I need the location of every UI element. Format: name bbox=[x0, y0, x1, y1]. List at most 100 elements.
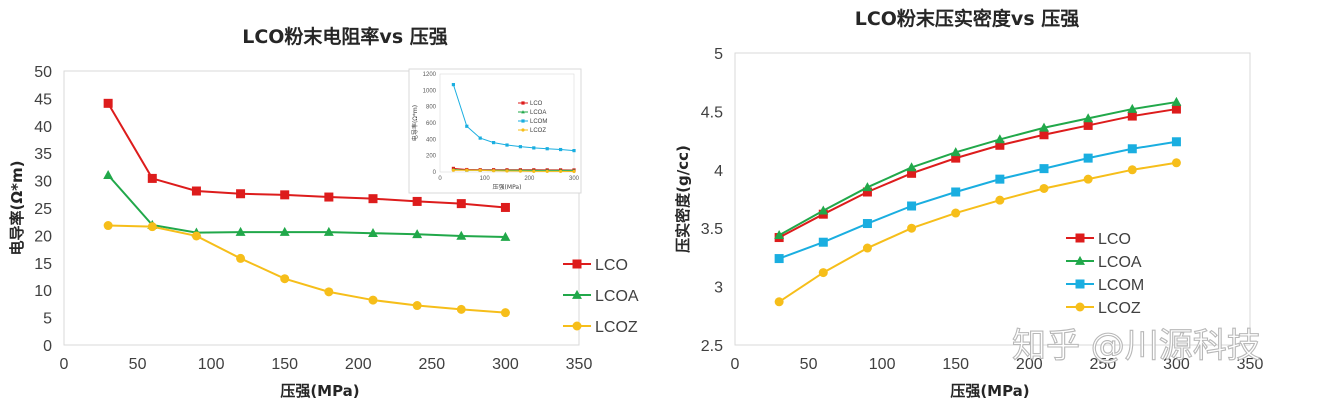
legend-marker-lcom bbox=[521, 119, 525, 123]
data-point-lcoz bbox=[951, 208, 961, 218]
data-point-lcoz bbox=[1083, 174, 1093, 184]
data-point-lcoa bbox=[103, 169, 114, 179]
y-tick-label: 35 bbox=[34, 146, 52, 163]
y-tick-label: 3.5 bbox=[701, 221, 723, 238]
data-point-lco bbox=[191, 186, 201, 196]
data-point-lcoz bbox=[500, 308, 510, 318]
y-tick-label: 4 bbox=[714, 163, 723, 180]
data-point-lco bbox=[1083, 120, 1093, 130]
series-line-lcoz bbox=[108, 224, 506, 314]
y-tick-label: 3 bbox=[714, 280, 723, 297]
y-tick-label: 5 bbox=[714, 46, 723, 63]
data-point-lcom bbox=[465, 124, 469, 128]
y-tick-label: 25 bbox=[34, 201, 52, 218]
series-lcom bbox=[451, 83, 576, 153]
data-point-lco bbox=[147, 173, 157, 183]
data-point-lco bbox=[280, 190, 290, 200]
data-point-lcoz bbox=[862, 243, 872, 253]
inset-y-axis-label: 电导率(Ω*m) bbox=[411, 105, 419, 141]
data-point-lco bbox=[951, 153, 961, 163]
data-point-lcoz bbox=[103, 221, 113, 231]
legend-label-lcom: LCOM bbox=[530, 119, 547, 125]
series-line-lcoa bbox=[778, 101, 1177, 237]
inset-frame bbox=[408, 68, 582, 194]
x-tick-label: 350 bbox=[1237, 356, 1264, 373]
data-point-lcoz bbox=[545, 169, 549, 174]
legend-marker-lcoa bbox=[521, 110, 525, 114]
legend-label-lcoz: LCOZ bbox=[530, 128, 546, 134]
series-lcoz bbox=[451, 168, 576, 174]
y-tick-label: 200 bbox=[426, 154, 437, 160]
x-tick-label: 100 bbox=[869, 356, 896, 373]
x-tick-label: 350 bbox=[566, 356, 593, 373]
chart-title: LCO粉末电阻率vs 压强 bbox=[242, 25, 448, 48]
x-tick-label: 0 bbox=[438, 176, 442, 182]
data-point-lco bbox=[1171, 104, 1181, 114]
y-tick-label: 4.5 bbox=[701, 104, 723, 121]
data-point-lco bbox=[1039, 130, 1049, 140]
series-line-lcoz bbox=[778, 161, 1177, 303]
x-tick-label: 250 bbox=[1090, 356, 1117, 373]
series-lcoz bbox=[774, 158, 1181, 307]
data-point-lcom bbox=[951, 187, 961, 197]
series-lco bbox=[103, 98, 510, 212]
data-point-lcoa bbox=[1083, 113, 1094, 123]
series-line-lcoz bbox=[453, 169, 575, 173]
y-tick-label: 10 bbox=[34, 283, 52, 300]
data-point-lcom bbox=[818, 237, 828, 247]
legend-marker-lcoz bbox=[572, 321, 582, 331]
data-point-lcoz bbox=[492, 169, 496, 173]
data-point-lcoz bbox=[995, 195, 1005, 205]
data-point-lcoa bbox=[818, 205, 829, 215]
series-lcoz bbox=[103, 221, 510, 318]
data-point-lco bbox=[368, 194, 378, 204]
legend-marker-lcom bbox=[1075, 279, 1085, 289]
data-point-lco bbox=[412, 196, 422, 206]
data-point-lcoz bbox=[451, 168, 455, 172]
data-point-lco bbox=[500, 202, 510, 212]
x-tick-label: 300 bbox=[492, 356, 519, 373]
x-tick-label: 50 bbox=[129, 356, 147, 373]
data-point-lcoa bbox=[1039, 122, 1049, 132]
x-axis-label: 压强(MPa) bbox=[280, 382, 359, 400]
data-point-lcom bbox=[492, 141, 496, 145]
data-point-lcoa bbox=[1127, 103, 1138, 113]
data-point-lco bbox=[907, 168, 917, 178]
y-tick-label: 400 bbox=[426, 137, 437, 143]
data-point-lcom bbox=[572, 149, 576, 153]
y-tick-label: 0 bbox=[43, 338, 52, 355]
data-point-lcom bbox=[559, 147, 563, 152]
y-tick-label: 1200 bbox=[423, 72, 437, 78]
data-point-lcoz bbox=[774, 297, 784, 307]
data-point-lcoz bbox=[236, 253, 246, 263]
y-tick-label: 50 bbox=[34, 64, 52, 81]
inset-chart: 压强(MPa) 电导率(Ω*m) 0 100 200 300 0 200 400 600 800… bbox=[408, 68, 582, 194]
resistivity-chart: LCO粉末电阻率vs 压强 压强(MPa) 电导率(Ω*m) 0 50 100 150… bbox=[8, 25, 639, 400]
y-tick-label: 15 bbox=[34, 256, 52, 273]
data-point-lcom bbox=[1127, 144, 1137, 154]
y-tick-label: 2.5 bbox=[701, 338, 723, 355]
y-tick-label: 45 bbox=[34, 91, 52, 108]
legend-marker-lcoa bbox=[1075, 255, 1085, 265]
data-point-lcom bbox=[478, 136, 482, 140]
y-tick-label: 800 bbox=[426, 105, 437, 111]
y-tick-label: 30 bbox=[34, 174, 52, 191]
series-lcoa bbox=[774, 96, 1182, 240]
watermark: 知乎 @川源科技 bbox=[1012, 326, 1261, 366]
data-point-lco bbox=[995, 140, 1005, 150]
data-point-lcoz bbox=[280, 274, 290, 284]
series-line-lco bbox=[778, 108, 1177, 239]
legend-marker-lcoz bbox=[1075, 302, 1085, 312]
x-tick-label: 200 bbox=[1016, 356, 1043, 373]
x-tick-label: 100 bbox=[198, 356, 225, 373]
x-tick-label: 100 bbox=[480, 176, 491, 182]
data-point-lcoz bbox=[1127, 165, 1137, 175]
y-tick-label: 1000 bbox=[423, 88, 437, 94]
series-lcom bbox=[774, 137, 1181, 264]
data-point-lcoz bbox=[572, 169, 576, 174]
data-point-lcoz bbox=[518, 169, 523, 173]
series-line-lcom bbox=[452, 84, 575, 152]
y-tick-label: 5 bbox=[43, 311, 52, 328]
data-point-lcoa bbox=[368, 228, 378, 238]
